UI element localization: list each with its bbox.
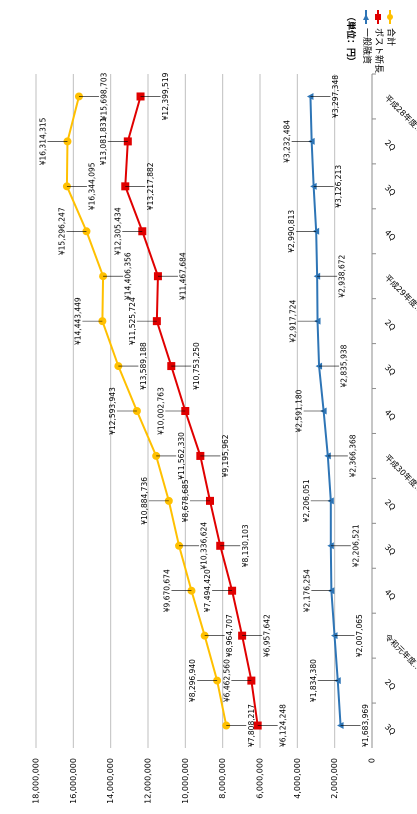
data-label: ¥14,443,449 [73,297,82,345]
category-label: 3Q [383,722,397,736]
data-point [315,362,323,370]
data-labels: ¥3,297,348 ¥3,232,484 ¥3,126,213 ¥2,990,813… [38,72,370,747]
y-tick-label: 14,000,000 [106,758,115,804]
data-label: ¥11,525,724 [128,297,137,345]
category-label: 4Q [383,588,397,602]
data-label: ¥9,195,962 [221,434,230,477]
data-label: ¥6,957,642 [263,614,272,657]
data-label: ¥2,990,813 [287,210,296,253]
data-label: ¥8,296,940 [188,659,197,702]
y-tick-label: 0 [368,758,377,763]
data-label: ¥13,589,188 [139,342,148,390]
data-label: ¥8,964,707 [225,614,234,657]
category-label: 平成29年度… [383,272,417,315]
legend-label: 一般融資 [361,28,373,64]
data-label: ¥11,467,684 [179,252,188,300]
data-label: ¥12,305,434 [113,207,122,255]
data-label: ¥15,296,247 [57,207,66,255]
data-point [331,632,338,640]
category-label: 令和元年度… [383,632,417,673]
data-label: ¥8,130,103 [241,524,250,567]
data-label: ¥10,336,624 [200,522,209,570]
category-label: 3Q [383,183,397,197]
legend: 一般融資 ポスト新長 合計 [361,10,397,73]
category-label: 2Q [383,318,397,332]
data-point [327,542,334,550]
y-tick-label: 2,000,000 [330,758,339,799]
y-tick-label: 4,000,000 [293,758,302,799]
data-label: ¥16,344,095 [88,162,97,210]
data-label: ¥13,217,882 [146,162,155,210]
data-label: ¥15,698,703 [100,72,109,120]
legend-label: ポスト新長 [373,28,385,73]
category-label: 平成30年度… [383,452,417,495]
y-axis-ticks: 0 2,000,000 4,000,000 6,000,000 8,000,000 10,… [32,758,377,804]
category-label: 4Q [383,408,397,422]
data-label: ¥2,366,368 [348,434,357,477]
y-tick-label: 16,000,000 [69,758,78,804]
legend-marker [387,14,393,20]
y-tick-label: 8,000,000 [218,758,227,799]
data-label: ¥10,753,250 [192,342,201,390]
data-label: ¥7,808,217 [247,704,256,747]
category-label: 2Q [383,677,397,691]
data-label: ¥6,124,248 [278,704,287,747]
data-label: ¥7,494,420 [203,569,212,612]
data-label: ¥3,232,484 [283,120,292,163]
data-label: ¥2,917,724 [289,299,298,342]
data-label: ¥10,002,763 [156,387,165,435]
data-label: ¥11,562,330 [177,432,186,480]
data-label: ¥14,406,356 [124,252,133,300]
data-point [313,272,321,280]
data-label: ¥2,591,180 [295,389,304,432]
data-label: ¥2,938,672 [338,255,347,298]
x-axis-ticks: 平成28年度… 2Q 3Q 4Q 平成29年度… 2Q 3Q 4Q 平成30年度… 2Q 3Q 4Q 令… [372,73,417,737]
data-label: ¥12,399,519 [161,72,170,120]
data-label: ¥2,007,065 [355,614,364,657]
category-label: 4Q [383,228,397,242]
unit-label: （単位：円） [345,12,357,66]
data-label: ¥3,126,213 [334,165,343,208]
category-label: 3Q [383,543,397,557]
data-label: ¥2,835,938 [340,344,349,387]
legend-marker [375,14,381,20]
y-tick-label: 12,000,000 [144,758,153,804]
data-label: ¥10,884,736 [140,477,149,525]
data-label: ¥1,683,969 [361,704,370,747]
data-label: ¥13,081,831 [99,117,108,165]
y-tick-label: 6,000,000 [256,758,265,799]
y-tick-label: 10,000,000 [181,758,190,804]
category-label: 平成28年度… [383,93,417,136]
legend-marker [363,14,369,20]
data-label: ¥8,678,685 [181,479,190,522]
data-point [306,92,314,100]
data-point [324,452,331,460]
category-label: 2Q [383,138,397,152]
data-label: ¥2,206,521 [351,524,360,567]
data-point [310,182,317,190]
category-label: 3Q [383,363,397,377]
data-label: ¥12,593,943 [108,387,117,435]
category-label: 2Q [383,498,397,512]
legend-label: 合計 [385,28,397,46]
data-label: ¥2,176,254 [302,569,311,612]
data-label: ¥2,206,051 [302,479,311,522]
data-label: ¥3,297,348 [331,75,340,118]
data-label: ¥6,462,560 [222,659,231,702]
data-label: ¥9,670,674 [162,569,171,612]
data-point [337,722,344,730]
data-label: ¥1,834,380 [309,659,318,702]
y-tick-label: 18,000,000 [32,758,41,804]
data-label: ¥16,314,315 [38,117,47,165]
